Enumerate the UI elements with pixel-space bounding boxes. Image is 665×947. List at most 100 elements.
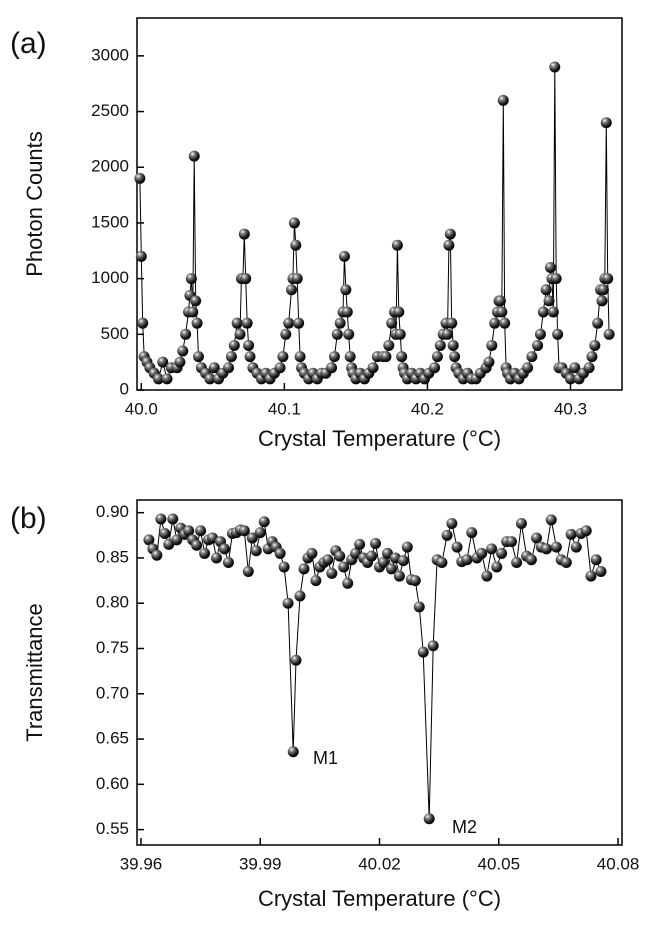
data-point xyxy=(444,228,456,240)
x-tick-label: 40.08 xyxy=(597,854,640,873)
data-point xyxy=(223,362,235,374)
data-point xyxy=(532,339,544,351)
y-tick-label: 1000 xyxy=(91,268,129,287)
y-tick-label: 2000 xyxy=(91,157,129,176)
data-point xyxy=(246,532,258,544)
data-point xyxy=(497,94,509,106)
data-point xyxy=(280,328,292,340)
data-point xyxy=(550,541,562,553)
data-point xyxy=(287,746,299,758)
annotation: M2 xyxy=(452,817,477,837)
data-point xyxy=(243,339,255,351)
panel-label: (a) xyxy=(10,27,47,60)
data-point xyxy=(310,575,322,587)
data-point xyxy=(338,250,350,262)
data-point xyxy=(225,351,237,363)
data-point xyxy=(340,284,352,296)
data-point xyxy=(187,306,199,318)
data-point xyxy=(151,549,163,561)
data-point xyxy=(394,328,406,340)
data-point xyxy=(152,373,164,385)
y-tick-label: 0.80 xyxy=(96,593,129,612)
data-point xyxy=(540,284,552,296)
data-point xyxy=(483,356,495,368)
data-point xyxy=(583,362,595,374)
data-point xyxy=(522,362,534,374)
data-point xyxy=(326,362,338,374)
data-point xyxy=(525,554,537,566)
data-point xyxy=(409,575,421,587)
y-tick-label: 3000 xyxy=(91,45,129,64)
data-point xyxy=(354,538,366,550)
y-tick-label: 0.65 xyxy=(96,729,129,748)
data-point xyxy=(370,537,382,549)
data-point xyxy=(293,317,305,329)
data-point xyxy=(565,528,577,540)
x-tick-label: 40.2 xyxy=(411,399,444,418)
data-point xyxy=(326,567,338,579)
data-point xyxy=(585,570,597,582)
data-point xyxy=(367,362,379,374)
data-point xyxy=(171,534,183,546)
data-point xyxy=(489,317,501,329)
data-point xyxy=(494,295,506,307)
data-point xyxy=(241,317,253,329)
data-point xyxy=(143,534,155,546)
data-point xyxy=(228,339,240,351)
data-point xyxy=(344,351,356,363)
data-point xyxy=(511,556,523,568)
data-point xyxy=(191,539,203,551)
data-point xyxy=(334,317,346,329)
data-point xyxy=(431,351,443,363)
data-point xyxy=(278,561,290,573)
data-point xyxy=(602,273,614,285)
data-point xyxy=(423,813,435,825)
data-point xyxy=(552,328,564,340)
data-point xyxy=(274,362,286,374)
data-point xyxy=(451,541,463,553)
data-point xyxy=(505,536,517,548)
y-axis-title: Photon Counts xyxy=(22,131,47,277)
data-point xyxy=(476,547,488,559)
data-point xyxy=(174,356,186,368)
y-tick-label: 0.70 xyxy=(96,683,129,702)
data-point xyxy=(592,317,604,329)
data-point xyxy=(386,317,398,329)
data-point xyxy=(294,351,306,363)
data-point xyxy=(286,284,298,296)
data-point xyxy=(366,550,378,562)
data-point xyxy=(491,561,503,573)
data-point xyxy=(199,547,211,559)
data-point xyxy=(250,545,262,557)
data-point xyxy=(499,317,511,329)
y-tick-label: 0.85 xyxy=(96,547,129,566)
data-point xyxy=(393,570,405,582)
x-tick-label: 39.99 xyxy=(239,854,282,873)
data-point xyxy=(240,273,252,285)
data-point xyxy=(515,518,527,530)
data-point xyxy=(570,541,582,553)
data-point xyxy=(580,525,592,537)
y-tick-label: 0.60 xyxy=(96,774,129,793)
data-point xyxy=(461,554,473,566)
x-tick-label: 40.1 xyxy=(268,399,301,418)
data-point xyxy=(180,328,192,340)
data-point xyxy=(157,356,169,368)
data-point xyxy=(441,529,453,541)
data-point xyxy=(496,306,508,318)
data-point xyxy=(569,362,581,374)
data-point xyxy=(159,528,171,540)
data-point xyxy=(595,566,607,578)
data-point xyxy=(600,117,612,129)
data-point xyxy=(589,339,601,351)
data-point xyxy=(290,239,302,251)
data-point xyxy=(231,317,243,329)
data-point xyxy=(434,339,446,351)
data-point xyxy=(590,554,602,566)
data-point xyxy=(586,351,598,363)
data-point xyxy=(282,597,294,609)
x-tick-label: 40.3 xyxy=(554,399,587,418)
data-point xyxy=(436,556,448,568)
data-point xyxy=(446,317,458,329)
